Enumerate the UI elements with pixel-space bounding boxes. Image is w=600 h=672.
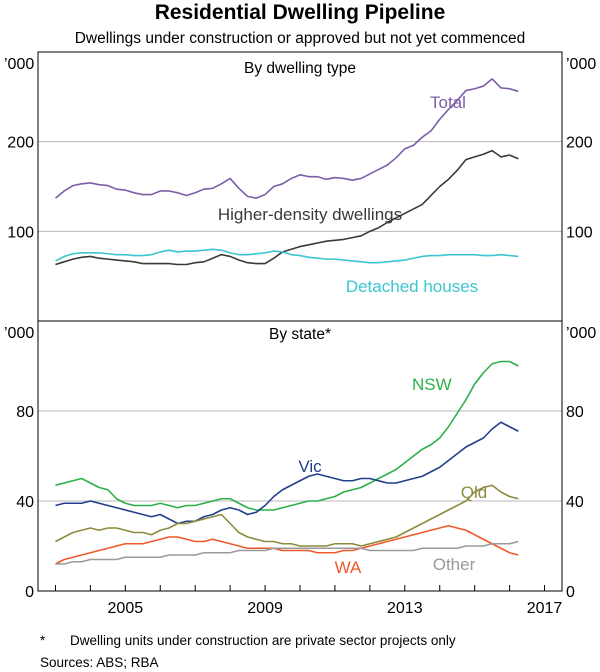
bottom-unit-label-right: ’000 (566, 325, 596, 342)
bottom-panel-title: By state* (269, 326, 331, 343)
series-label-higher-density-dwellings: Higher-density dwellings (218, 205, 402, 224)
x-tick-label: 2005 (108, 600, 144, 617)
chart-title: Residential Dwelling Pipeline (155, 1, 446, 24)
series-line-qld (55, 484, 519, 547)
bottom-ytick-label-left: 80 (16, 404, 34, 421)
footnote-text: Dwelling units under construction are pr… (70, 633, 456, 648)
series-label-detached-houses: Detached houses (346, 277, 478, 296)
bottom-panel: NSW Vic Qld WA Other By state* ’000 ’000 0 0 40 40 8… (4, 325, 596, 617)
top-panel: Total Higher-density dwellings Detached ho… (4, 56, 596, 296)
series-label-wa: WA (335, 558, 362, 577)
bottom-unit-label-left: ’000 (4, 325, 34, 342)
series-line-vic (55, 421, 519, 525)
top-unit-label-left: ’000 (4, 56, 34, 73)
bottom-ytick-label-right: 40 (566, 494, 584, 511)
bottom-ytick-label-left: 0 (25, 584, 34, 601)
x-tick-label: 2017 (527, 600, 563, 617)
series-label-nsw: NSW (412, 375, 452, 394)
series-line-other (55, 540, 519, 565)
top-unit-label-right: ’000 (566, 56, 596, 73)
series-line-total (54, 78, 519, 199)
footnote-marker: * (40, 633, 46, 648)
series-label-other: Other (433, 555, 476, 574)
series-label-vic: Vic (298, 457, 322, 476)
bottom-ytick-label-right: 0 (566, 584, 575, 601)
series-line-higher-density-dwellings (55, 149, 519, 266)
top-ytick-label-left: 100 (7, 224, 34, 241)
chart-subtitle: Dwellings under construction or approved… (75, 30, 526, 47)
sources-text: Sources: ABS; RBA (40, 655, 159, 670)
top-panel-title: By dwelling type (244, 60, 356, 77)
top-ytick-label-right: 200 (566, 135, 593, 152)
series-line-detached-houses (55, 248, 519, 264)
series-line-nsw (55, 360, 519, 511)
plot-area: Total Higher-density dwellings Detached ho… (4, 51, 596, 617)
series-label-qld: Qld (461, 483, 487, 502)
series-line-wa (55, 524, 519, 565)
x-tick-label: 2013 (387, 600, 423, 617)
top-ytick-label-left: 200 (7, 135, 34, 152)
bottom-ytick-label-right: 80 (566, 404, 584, 421)
top-ytick-label-right: 100 (566, 224, 593, 241)
series-label-total: Total (430, 93, 466, 112)
x-tick-label: 2009 (247, 600, 283, 617)
bottom-ytick-label-left: 40 (16, 494, 34, 511)
